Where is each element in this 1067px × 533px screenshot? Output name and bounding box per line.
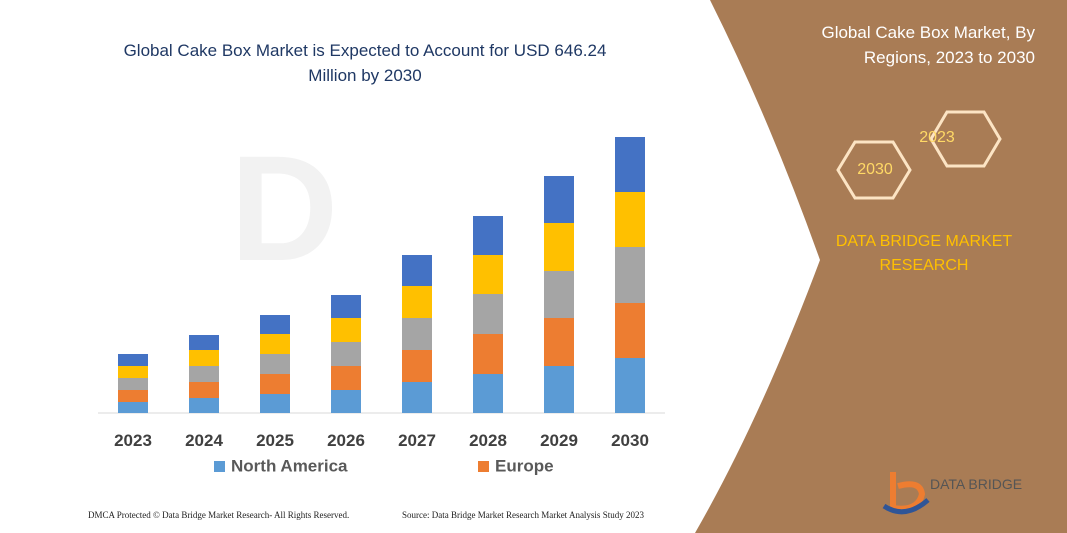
- hexagon-label: 2030: [857, 161, 893, 178]
- bar-segment: [260, 334, 290, 354]
- x-tick-label: 2029: [540, 431, 578, 450]
- bar-segment: [615, 247, 645, 303]
- bar-segment: [331, 390, 361, 413]
- x-tick-label: 2028: [469, 431, 507, 450]
- sidebar-title: Global Cake Box Market, By Regions, 2023…: [821, 23, 1035, 67]
- copyright: DMCA Protected © Data Bridge Market Rese…: [88, 510, 350, 520]
- bar-segment: [615, 137, 645, 192]
- sidebar-panel: [695, 0, 1067, 533]
- hexagon: [929, 110, 1002, 168]
- bar-segment: [473, 216, 503, 255]
- bar-segment: [189, 382, 219, 398]
- x-tick-label: 2024: [185, 431, 223, 450]
- source: Source: Data Bridge Market Research Mark…: [402, 510, 644, 520]
- bar-segment: [402, 255, 432, 286]
- legend-swatch: [214, 461, 225, 472]
- x-tick-label: 2026: [327, 431, 365, 450]
- bar-segment: [189, 350, 219, 366]
- logo-icon: [890, 472, 926, 512]
- hexagon-label: 2023: [919, 129, 955, 146]
- bar-segment: [544, 176, 574, 223]
- bar-segment: [544, 271, 574, 318]
- bar-segment: [473, 374, 503, 413]
- bar-segment: [331, 295, 361, 318]
- bar-segment: [615, 192, 645, 247]
- bar-segment: [118, 366, 148, 378]
- bar-segment: [260, 394, 290, 413]
- logo-text: DATA BRIDGE: [930, 476, 1023, 492]
- bar-segment: [402, 318, 432, 350]
- legend-swatch: [478, 461, 489, 472]
- bar-segment: [615, 303, 645, 358]
- bar-segment: [402, 286, 432, 318]
- x-tick-label: 2027: [398, 431, 436, 450]
- bar-segment: [189, 335, 219, 350]
- bar-segment: [473, 294, 503, 334]
- bar-segment: [118, 378, 148, 390]
- bar-segment: [260, 374, 290, 394]
- legend-label: Europe: [495, 456, 554, 475]
- bar-segment: [118, 390, 148, 402]
- bar-segment: [544, 318, 574, 366]
- bar-segment: [402, 350, 432, 382]
- logo-icon: [882, 498, 930, 515]
- x-tick-label: 2023: [114, 431, 152, 450]
- bar-segment: [260, 354, 290, 374]
- bar-segment: [544, 366, 574, 413]
- watermark: D: [230, 124, 338, 292]
- bar-segment: [473, 255, 503, 294]
- bar-segment: [118, 402, 148, 413]
- x-tick-label: 2025: [256, 431, 294, 450]
- bar-segment: [260, 315, 290, 334]
- chart-title: Global Cake Box Market is Expected to Ac…: [123, 41, 607, 85]
- bar-segment: [189, 398, 219, 413]
- bar-segment: [402, 382, 432, 413]
- bar-segment: [615, 358, 645, 413]
- bar-segment: [118, 354, 148, 366]
- bar-segment: [544, 223, 574, 271]
- bar-segment: [331, 318, 361, 342]
- hexagon: [836, 140, 912, 200]
- bar-segment: [331, 342, 361, 366]
- bar-segment: [189, 366, 219, 382]
- brand: DATA BRIDGE MARKET RESEARCH: [835, 233, 1013, 274]
- bar-segment: [331, 366, 361, 390]
- bar-segment: [473, 334, 503, 374]
- legend-label: North America: [231, 456, 348, 475]
- x-tick-label: 2030: [611, 431, 649, 450]
